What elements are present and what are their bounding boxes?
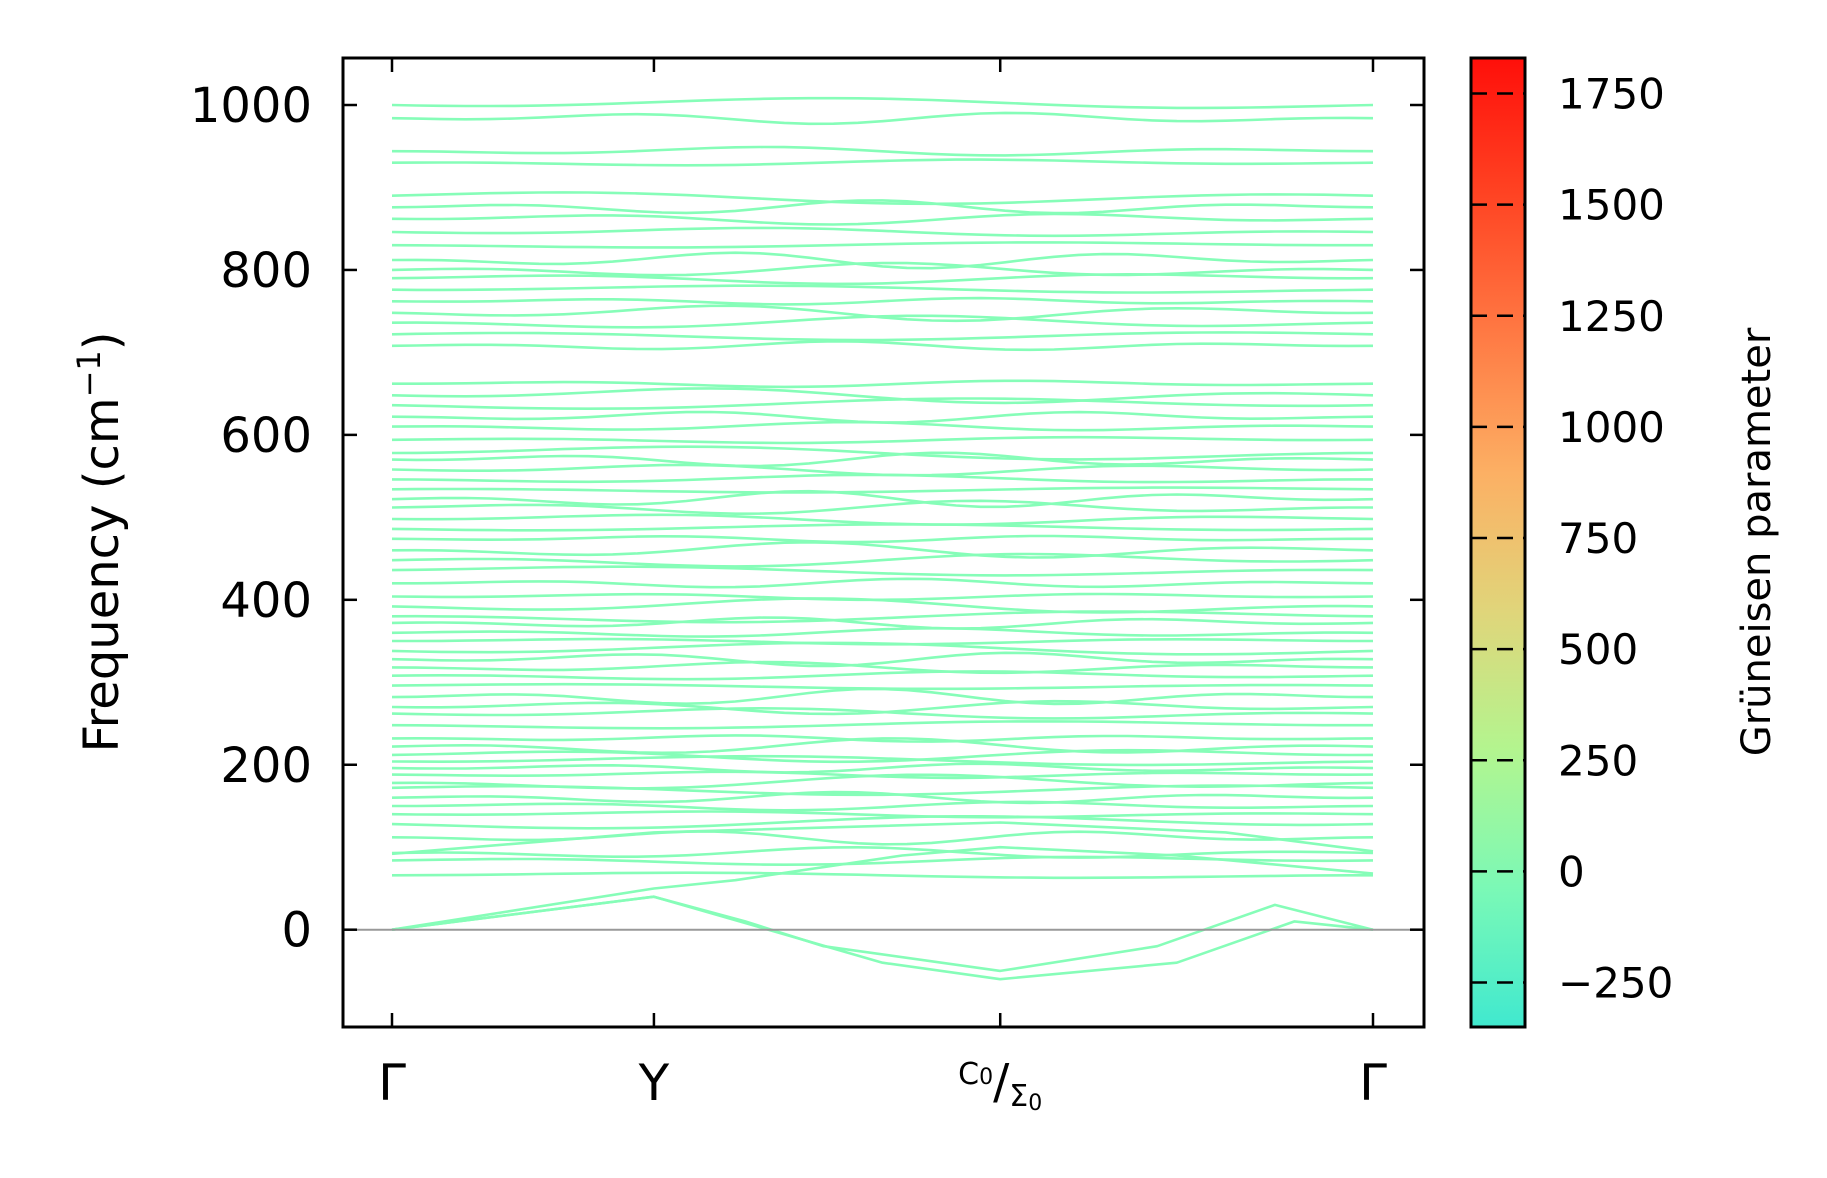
band-line bbox=[391, 682, 1374, 691]
band-line bbox=[391, 871, 1373, 880]
x-tick-label: Y bbox=[638, 1054, 670, 1112]
band-line bbox=[391, 296, 1374, 306]
band-line bbox=[391, 616, 1374, 630]
colorbar-tick-label: 1500 bbox=[1558, 181, 1665, 230]
band-line bbox=[391, 486, 1374, 494]
y-tick-label: 200 bbox=[220, 738, 312, 794]
acoustic-band-line bbox=[391, 845, 1374, 931]
band-line bbox=[391, 523, 1374, 532]
band-line bbox=[391, 199, 1374, 215]
x-tick-label-sub: 0 bbox=[1028, 1091, 1042, 1116]
band-line bbox=[391, 720, 1373, 730]
colorbar-tick-label: 0 bbox=[1558, 847, 1585, 896]
y-axis-label: Frequency (cm−1) bbox=[70, 331, 130, 752]
x-tick-label-part: Σ bbox=[1009, 1079, 1028, 1114]
plot-frame bbox=[341, 56, 1426, 1029]
y-tick-label: 0 bbox=[281, 903, 312, 959]
band-line bbox=[391, 212, 1374, 226]
band-line bbox=[392, 577, 1374, 589]
x-tick-label-sub: 0 bbox=[979, 1065, 993, 1090]
band-line bbox=[391, 626, 1374, 638]
band-line bbox=[391, 770, 1374, 780]
band-line bbox=[391, 815, 1374, 830]
band-line bbox=[391, 499, 1373, 516]
band-line bbox=[392, 379, 1374, 389]
x-tick-label-slash: / bbox=[993, 1054, 1010, 1110]
band-line bbox=[391, 251, 1374, 270]
y-tick-label: 400 bbox=[220, 573, 312, 629]
band-line bbox=[391, 304, 1374, 323]
band-line bbox=[391, 610, 1374, 624]
band-line bbox=[391, 762, 1374, 774]
band-line bbox=[391, 790, 1374, 805]
colorbar-tick-label: 1750 bbox=[1558, 70, 1665, 119]
band-line bbox=[391, 272, 1374, 286]
y-axis-ticks: 0 200 400 600 800 1000 bbox=[190, 78, 1424, 959]
band-line bbox=[391, 226, 1374, 238]
band-line bbox=[391, 284, 1374, 294]
band-line bbox=[391, 331, 1374, 342]
colorbar-tick-label: 750 bbox=[1558, 514, 1638, 563]
acoustic-band-line bbox=[391, 895, 1374, 981]
band-line bbox=[391, 339, 1374, 352]
y-tick-label: 600 bbox=[220, 408, 312, 464]
acoustic-band-line bbox=[391, 821, 1374, 856]
band-line bbox=[391, 845, 1374, 859]
band-line bbox=[391, 410, 1374, 424]
band-line bbox=[391, 145, 1374, 157]
band-line bbox=[391, 565, 1374, 577]
colorbar-tick-label: 500 bbox=[1558, 625, 1638, 674]
colorbar-tick-label: 1000 bbox=[1558, 403, 1665, 452]
band-line bbox=[391, 552, 1374, 568]
x-tick-label: Γ bbox=[1359, 1054, 1387, 1112]
band-line bbox=[391, 158, 1374, 167]
colorbar-ticks: −250 0 250 500 750 1000 1250 1500 1750 bbox=[1471, 70, 1673, 1008]
band-line bbox=[391, 241, 1373, 249]
x-tick-label: C0/Σ0 bbox=[958, 1054, 1042, 1116]
band-line bbox=[391, 810, 1374, 819]
colorbar-tick-label: −250 bbox=[1558, 959, 1673, 1008]
y-tick-label: 1000 bbox=[190, 78, 312, 134]
colorbar bbox=[1469, 56, 1527, 1029]
band-lines bbox=[391, 96, 1374, 981]
band-line bbox=[391, 111, 1374, 126]
band-line bbox=[391, 754, 1374, 767]
band-line bbox=[391, 651, 1374, 668]
band-line bbox=[391, 445, 1374, 461]
band-line bbox=[391, 513, 1374, 526]
band-line bbox=[392, 637, 1373, 646]
band-line bbox=[391, 734, 1374, 743]
band-line bbox=[391, 737, 1374, 755]
band-line bbox=[391, 540, 1374, 559]
band-line bbox=[391, 592, 1374, 602]
colorbar-tick-label: 250 bbox=[1558, 736, 1638, 785]
y-axis-label-sup: −1 bbox=[70, 350, 108, 397]
band-line bbox=[391, 489, 1374, 509]
band-line bbox=[391, 435, 1374, 445]
band-line bbox=[391, 463, 1374, 477]
band-line bbox=[391, 261, 1374, 277]
band-line bbox=[391, 534, 1373, 544]
colorbar-label: Grüneisen parameter bbox=[1734, 327, 1780, 756]
colorbar-tick-label: 1250 bbox=[1558, 292, 1665, 341]
band-line bbox=[392, 800, 1374, 812]
band-line bbox=[391, 397, 1374, 411]
y-axis-label-main: Frequency (cm bbox=[74, 397, 130, 752]
band-line bbox=[391, 670, 1374, 681]
band-line bbox=[391, 451, 1374, 468]
band-line bbox=[391, 748, 1374, 764]
band-line bbox=[391, 660, 1374, 675]
y-tick-label: 800 bbox=[220, 243, 312, 299]
band-line bbox=[391, 699, 1374, 716]
x-tick-label-part: C bbox=[958, 1057, 979, 1092]
band-line bbox=[391, 687, 1374, 706]
band-line bbox=[391, 191, 1374, 206]
band-line bbox=[391, 387, 1374, 405]
x-tick-label: Γ bbox=[378, 1054, 406, 1112]
y-axis-label-close: ) bbox=[74, 331, 130, 350]
band-line bbox=[391, 96, 1374, 110]
x-axis-ticks: Γ Y C0/Σ0 Γ bbox=[378, 58, 1387, 1116]
